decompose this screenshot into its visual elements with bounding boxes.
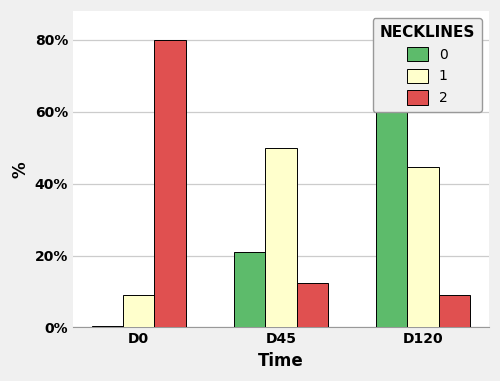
- Bar: [376, 36, 408, 328]
- Bar: [92, 326, 123, 328]
- Bar: [123, 295, 154, 328]
- Legend: 0, 1, 2: 0, 1, 2: [372, 18, 482, 112]
- Bar: [296, 283, 328, 328]
- Bar: [408, 168, 438, 328]
- X-axis label: Time: Time: [258, 352, 304, 370]
- Bar: [266, 148, 296, 328]
- Bar: [438, 295, 470, 328]
- Y-axis label: %: %: [11, 161, 29, 178]
- Bar: [234, 252, 266, 328]
- Bar: [154, 40, 186, 328]
